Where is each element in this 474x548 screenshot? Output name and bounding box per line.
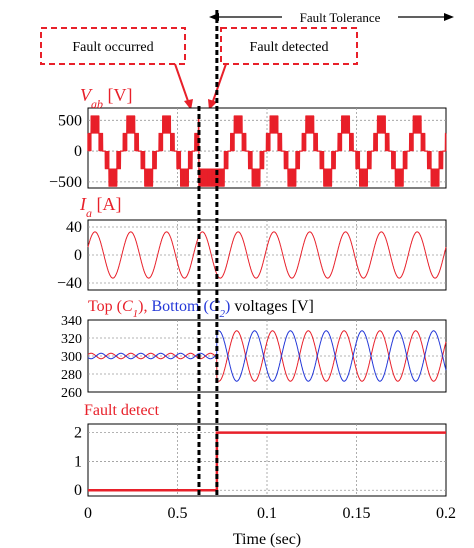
panel-title: Top (C1), Bottom (C2) voltages [V] bbox=[88, 298, 314, 320]
fault-occurred-box bbox=[40, 27, 186, 65]
y-tick-label: 0 bbox=[74, 247, 82, 264]
panel-2: 40 0 −40 Ia [A] bbox=[57, 194, 447, 292]
series-line bbox=[88, 115, 447, 187]
fault-occurred-label: Fault occurred bbox=[72, 40, 153, 55]
y-tick-label: 0 bbox=[74, 143, 82, 160]
y-tick-label: 340 bbox=[61, 314, 82, 329]
x-tick-label: 0.1 bbox=[257, 505, 277, 522]
panel-1: 500 0 −500 Vab [V] bbox=[49, 85, 447, 191]
fault-occurred-arrowhead bbox=[184, 99, 193, 110]
panel-title: Fault detect bbox=[84, 402, 160, 419]
y-tick-label: 260 bbox=[61, 386, 82, 401]
fault-tolerance-arrowhead-right bbox=[444, 13, 454, 21]
fault-occurred-arrow bbox=[174, 63, 190, 105]
series-line bbox=[87, 231, 447, 279]
y-tick-label: 320 bbox=[61, 332, 82, 347]
panel-3: 340 320 300 280 260 Top (C1), Bottom (C2) vol… bbox=[61, 298, 447, 401]
series-line bbox=[87, 330, 447, 382]
x-tick-label: 0.15 bbox=[343, 505, 371, 522]
fault-tolerance-label: Fault Tolerance bbox=[300, 10, 381, 25]
y-tick-label: 280 bbox=[61, 368, 82, 383]
x-tick-label: 0.5 bbox=[168, 505, 188, 522]
fault-detected-arrowhead bbox=[208, 99, 217, 110]
y-tick-label: 0 bbox=[74, 482, 82, 499]
y-tick-label: 40 bbox=[66, 219, 82, 236]
y-tick-label: 500 bbox=[58, 112, 82, 129]
y-tick-label: 1 bbox=[74, 453, 82, 470]
panel-title: Ia [A] bbox=[79, 194, 122, 220]
x-tick-label: 0.2 bbox=[436, 505, 456, 522]
fault-detected-label: Fault detected bbox=[250, 40, 329, 55]
plot-frame bbox=[87, 219, 447, 291]
y-tick-label: 2 bbox=[74, 425, 82, 442]
y-tick-label: −40 bbox=[57, 275, 82, 292]
series-line bbox=[87, 330, 447, 382]
panel-4: 2 1 0 Fault detect bbox=[74, 402, 447, 499]
y-tick-label: 300 bbox=[61, 350, 82, 365]
fault-detected-box bbox=[220, 27, 358, 65]
event-lines bbox=[197, 10, 219, 496]
annotations: Fault occurred Fault detected Fault Tole… bbox=[40, 10, 454, 110]
panel-title: Vab [V] bbox=[80, 85, 133, 111]
x-axis-label: Time (sec) bbox=[233, 531, 301, 548]
chart-panels: 500 0 −500 Vab [V] 40 0 −40 Ia [A] 340 320 300 280 2… bbox=[49, 85, 447, 499]
y-tick-label: −500 bbox=[49, 174, 82, 191]
fault-detected-arrow bbox=[211, 63, 227, 105]
x-tick-label: 0 bbox=[84, 505, 92, 522]
x-axis: 0 0.5 0.1 0.15 0.2 Time (sec) bbox=[84, 505, 456, 548]
